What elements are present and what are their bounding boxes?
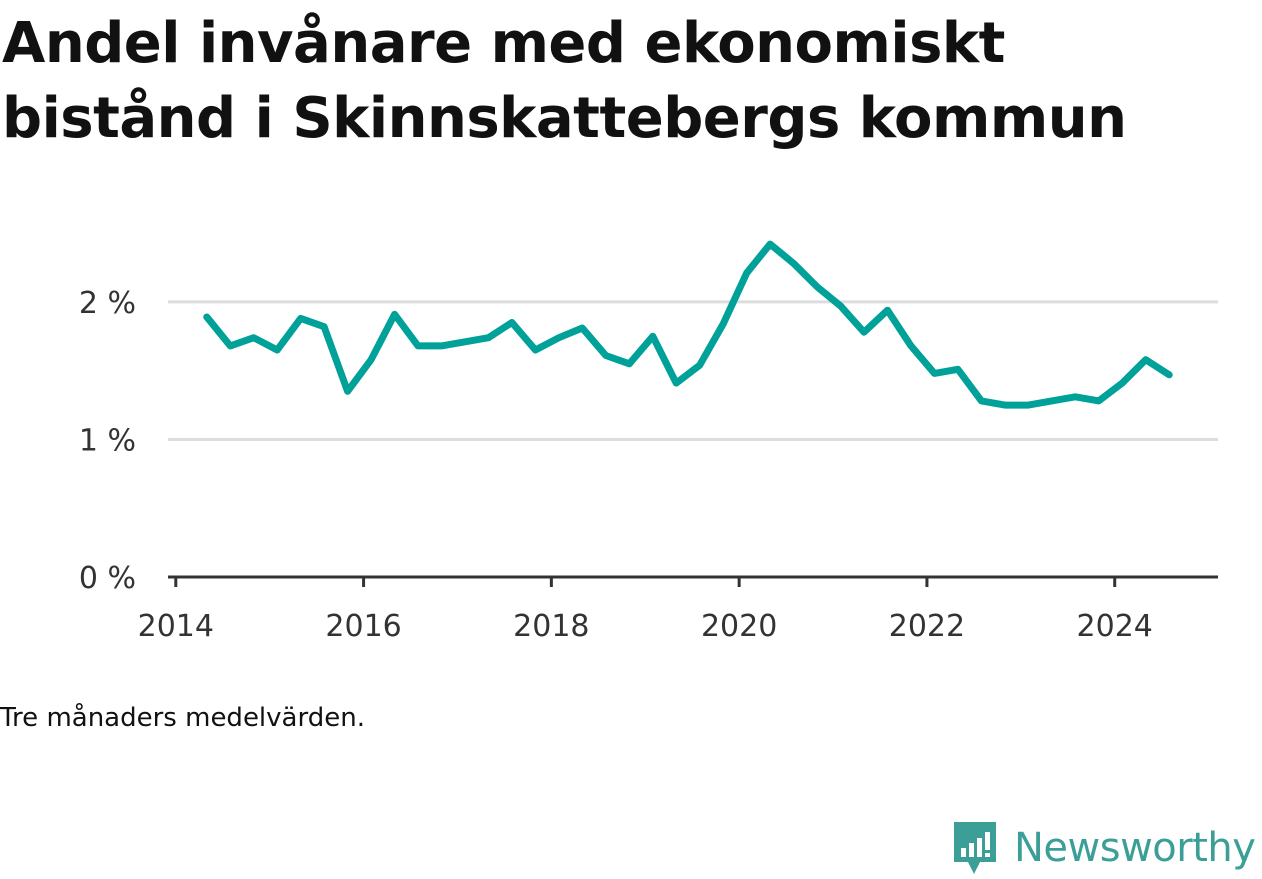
x-tick-label: 2020 <box>701 609 777 644</box>
data-point <box>813 283 821 290</box>
data-point <box>320 323 328 330</box>
x-tick-label: 2014 <box>138 609 214 644</box>
data-point <box>1142 356 1149 363</box>
x-tick-label: 2022 <box>889 609 965 644</box>
data-point <box>273 346 281 354</box>
data-point <box>790 260 797 267</box>
bar-chart-speech-bubble-icon <box>954 822 996 874</box>
line-chart: 0 % 1 % 2 % 2014 2016 2018 2020 2022 2024 <box>79 240 1218 644</box>
data-point <box>978 397 985 405</box>
x-axis-labels: 2014 2016 2018 2020 2022 2024 <box>138 609 1153 644</box>
data-point <box>673 379 680 387</box>
data-point <box>579 324 586 332</box>
data-point <box>508 319 516 326</box>
chart-title: Andel invånare med ekonomiskt bistånd i … <box>2 11 1127 151</box>
gridlines <box>168 300 1218 441</box>
data-point <box>1165 371 1173 378</box>
data-point <box>250 334 257 341</box>
data-point <box>367 356 375 363</box>
data-point <box>461 338 469 345</box>
data-point <box>438 342 445 350</box>
y-tick-label: 1 % <box>79 423 136 458</box>
x-tick-label: 2016 <box>325 609 401 644</box>
y-tick-label: 2 % <box>79 286 136 321</box>
series-line <box>203 240 1173 409</box>
data-point <box>626 360 633 367</box>
data-point <box>602 352 610 359</box>
data-point <box>1048 397 1056 405</box>
brand-logo[interactable]: Newsworthy <box>950 818 1256 878</box>
data-point <box>414 342 422 350</box>
x-axis <box>168 575 1218 587</box>
data-point <box>1119 379 1126 387</box>
data-point <box>532 346 539 354</box>
data-point <box>766 240 774 248</box>
data-point <box>884 306 891 314</box>
data-point <box>837 302 844 310</box>
data-point <box>860 328 868 336</box>
data-point <box>743 269 750 277</box>
data-point <box>203 313 210 321</box>
footnote: Tre månaders medelvärden. <box>0 703 365 733</box>
y-tick-label: 0 % <box>79 561 136 596</box>
data-point <box>485 334 492 341</box>
data-point <box>297 315 304 322</box>
data-point <box>719 320 727 328</box>
data-point <box>907 342 915 350</box>
data-point <box>391 311 398 318</box>
data-point <box>227 342 234 350</box>
y-axis-labels: 0 % 1 % 2 % <box>79 286 136 596</box>
data-point <box>649 333 656 340</box>
x-tick-label: 2018 <box>513 609 589 644</box>
data-point <box>1095 397 1102 405</box>
data-point <box>1025 401 1032 409</box>
data-point <box>1072 393 1079 401</box>
data-point <box>344 388 351 395</box>
data-point <box>555 334 563 341</box>
data-point <box>696 361 703 369</box>
data-point <box>954 366 962 373</box>
series-layer <box>203 240 1173 409</box>
brand-name: Newsworthy <box>1014 825 1256 871</box>
data-point <box>931 370 938 377</box>
x-tick-label: 2024 <box>1077 609 1153 644</box>
data-point <box>1001 401 1009 409</box>
